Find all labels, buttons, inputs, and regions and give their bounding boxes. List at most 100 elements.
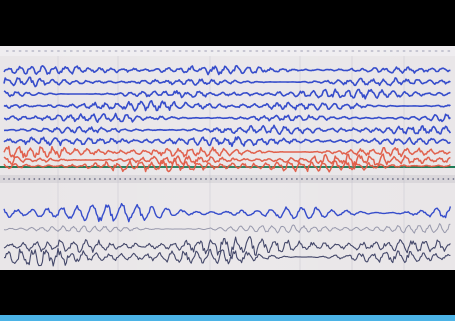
separator-dot xyxy=(179,178,182,180)
separator-dot xyxy=(447,178,450,180)
separator-dot xyxy=(316,178,318,180)
separator-dot xyxy=(23,178,26,180)
separator-dot xyxy=(432,178,435,180)
eeg-channel-trace xyxy=(3,100,451,112)
separator-dot xyxy=(169,178,172,180)
separator-dot xyxy=(301,178,303,180)
separator-dot xyxy=(235,178,238,180)
separator-dot xyxy=(326,178,329,180)
screen-glare xyxy=(0,46,455,270)
separator-dot xyxy=(159,178,162,180)
separator-dot xyxy=(371,178,374,180)
separator-dot xyxy=(99,178,101,180)
separator-dot xyxy=(220,178,223,180)
separator-dot xyxy=(43,178,46,180)
separator-dot xyxy=(452,178,455,180)
eeg-channel-trace xyxy=(3,153,451,167)
separator-dot xyxy=(154,178,157,180)
separator-dot xyxy=(437,178,440,180)
eeg-channel-trace xyxy=(3,136,451,148)
separator-dot xyxy=(265,178,268,180)
eeg-channel-trace xyxy=(3,202,452,223)
separator-dot xyxy=(391,178,394,180)
separator-dot xyxy=(341,178,344,180)
separator-dot xyxy=(381,178,384,180)
separator-dot xyxy=(331,178,334,180)
separator-dot xyxy=(225,178,228,180)
separator-dot xyxy=(250,178,253,180)
separator-dot xyxy=(48,178,51,180)
eeg-channel-trace xyxy=(3,247,451,267)
eeg-channel-trace xyxy=(3,124,452,135)
separator-dot xyxy=(129,178,132,180)
separator-dot xyxy=(356,178,359,180)
separator-dot xyxy=(195,178,197,180)
separator-dot xyxy=(53,178,56,180)
separator-dot xyxy=(200,178,202,180)
eeg-channel-trace xyxy=(3,88,451,100)
separator-dot xyxy=(397,178,399,180)
separator-dot xyxy=(58,178,61,180)
separator-dot xyxy=(38,178,41,180)
separator-dot xyxy=(417,178,419,180)
separator-dot xyxy=(109,178,111,180)
separator-dot xyxy=(205,178,207,180)
separator-dot xyxy=(8,178,10,180)
separator-dot xyxy=(361,178,364,180)
separator-dot xyxy=(321,178,324,180)
separator-dot xyxy=(351,178,354,180)
separator-dot xyxy=(114,178,116,180)
separator-dot xyxy=(412,178,414,180)
eeg-channel-trace xyxy=(3,64,451,76)
eeg-channel-trace xyxy=(3,145,451,159)
separator-dot xyxy=(422,178,425,180)
separator-dot xyxy=(149,178,152,180)
separator-dot xyxy=(306,178,308,180)
eeg-channel-trace xyxy=(3,76,451,88)
separator-dot xyxy=(144,178,147,180)
eeg-traces-canvas xyxy=(0,46,455,270)
separator-dot xyxy=(255,178,258,180)
separator-dot xyxy=(311,178,313,180)
separator-dot xyxy=(376,178,379,180)
separator-dot xyxy=(83,178,86,180)
separator-dot xyxy=(18,178,21,180)
separator-dot xyxy=(33,178,36,180)
separator-dot xyxy=(240,178,243,180)
separator-dot xyxy=(260,178,263,180)
separator-dot xyxy=(94,178,96,180)
separator-dot xyxy=(366,178,369,180)
eeg-display xyxy=(0,46,455,270)
separator-dot xyxy=(230,178,233,180)
separator-dot xyxy=(73,178,76,180)
separator-dot xyxy=(78,178,81,180)
separator-dot xyxy=(296,178,298,180)
separator-dot xyxy=(270,178,273,180)
separator-dot xyxy=(3,178,5,180)
separator-dot xyxy=(402,178,404,180)
separator-dot xyxy=(68,178,71,180)
separator-dot xyxy=(119,178,122,180)
separator-dot xyxy=(280,178,283,180)
separator-dot xyxy=(28,178,31,180)
separator-dot xyxy=(275,178,278,180)
separator-dot xyxy=(63,178,66,180)
separator-dot xyxy=(285,178,288,180)
eeg-channel-trace xyxy=(3,236,451,257)
separator-dot xyxy=(210,178,212,180)
separator-dot xyxy=(88,178,91,180)
separator-dot xyxy=(245,178,248,180)
separator-dot xyxy=(164,178,167,180)
eeg-channel-trace xyxy=(3,159,451,173)
separator-dot xyxy=(13,178,16,180)
separator-dot xyxy=(346,178,349,180)
separator-dot xyxy=(189,178,192,180)
separator-dot xyxy=(139,178,142,180)
separator-dot xyxy=(215,178,218,180)
separator-dot xyxy=(336,178,339,180)
separator-dot xyxy=(134,178,137,180)
separator-dot xyxy=(104,178,106,180)
eeg-channel-trace xyxy=(3,223,451,234)
separator-dot xyxy=(386,178,389,180)
